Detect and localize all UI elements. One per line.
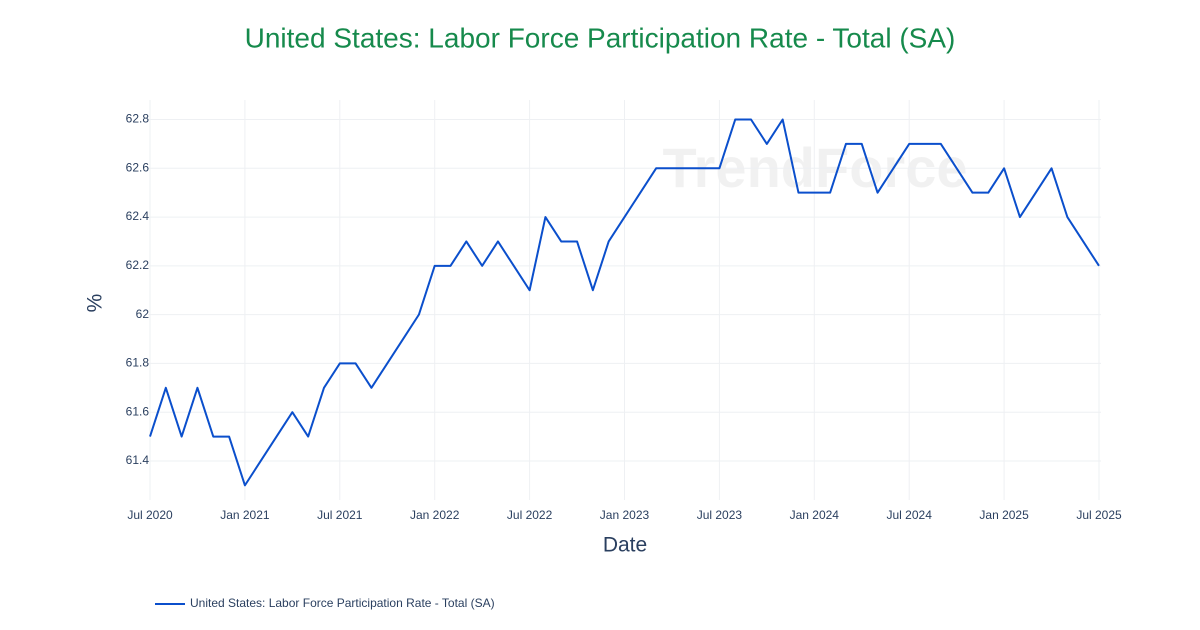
y-tick-label: 62 [136, 307, 150, 321]
legend-label: United States: Labor Force Participation… [190, 596, 495, 610]
y-tick-label: 61.4 [126, 453, 150, 467]
x-tick-label: Jul 2025 [1076, 508, 1122, 522]
y-tick-label: 62.4 [126, 209, 150, 223]
x-tick-label: Jul 2024 [887, 508, 933, 522]
x-tick-label: Jan 2025 [979, 508, 1029, 522]
x-tick-label: Jul 2023 [697, 508, 743, 522]
y-tick-label: 62.6 [126, 160, 150, 174]
y-tick-label: 61.8 [126, 356, 150, 370]
chart-title: United States: Labor Force Participation… [245, 22, 956, 53]
x-axis-title: Date [603, 534, 647, 557]
x-tick-label: Jul 2022 [507, 508, 553, 522]
x-tick-label: Jan 2022 [410, 508, 460, 522]
data-line [149, 118, 1100, 487]
y-tick-label: 61.6 [126, 404, 150, 418]
y-axis-title: % [84, 294, 107, 313]
x-tick-label: Jul 2020 [127, 508, 173, 522]
y-tick-label: 62.2 [126, 258, 150, 272]
x-tick-label: Jan 2024 [790, 508, 840, 522]
y-tick-label: 62.8 [126, 112, 150, 126]
x-tick-label: Jan 2021 [220, 508, 270, 522]
x-tick-label: Jul 2021 [317, 508, 363, 522]
x-tick-label: Jan 2023 [600, 508, 650, 522]
